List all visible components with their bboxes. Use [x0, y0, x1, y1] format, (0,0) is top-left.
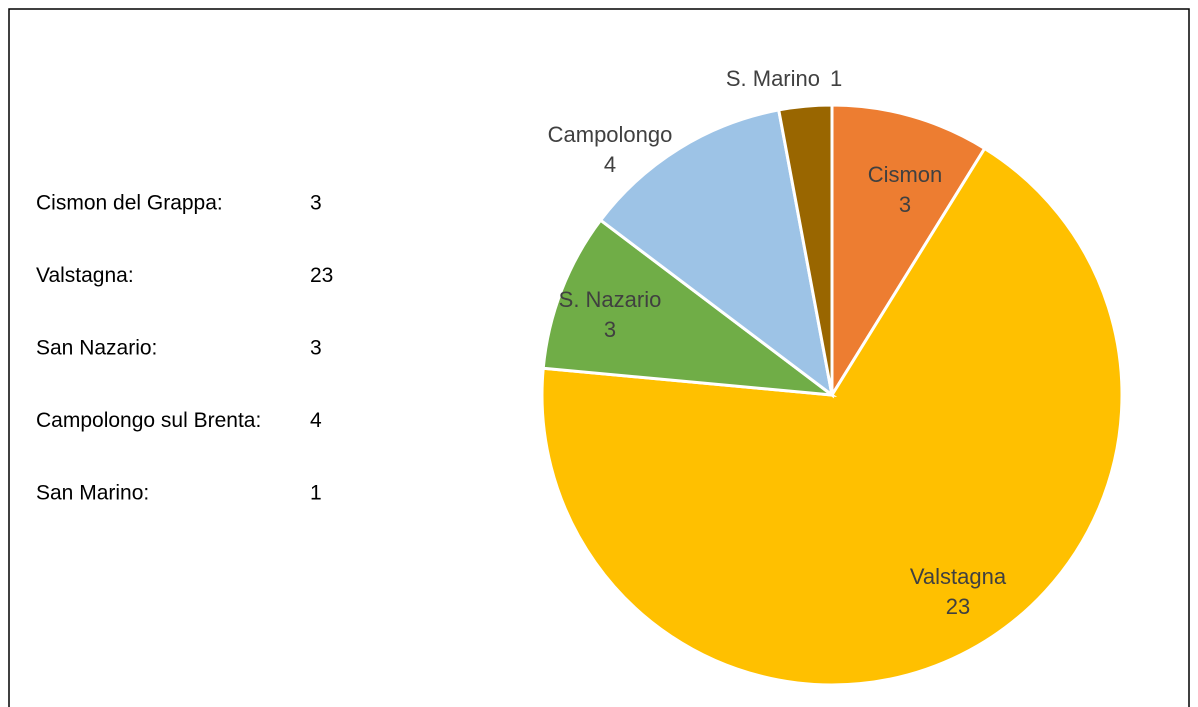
slice-value: 4 [604, 152, 616, 177]
slice-value: 23 [946, 594, 970, 619]
list-value: 3 [310, 337, 322, 360]
slice-label: Valstagna [910, 564, 1007, 589]
pie-slice [541, 218, 838, 397]
slice-label: S. Nazario [559, 287, 662, 312]
list-label: San Marino: [36, 482, 149, 505]
slice-label: Cismon [868, 162, 943, 187]
list-value: 23 [310, 264, 333, 287]
slice-value: 3 [604, 317, 616, 342]
list-value: 4 [310, 409, 322, 432]
slice-value: 1 [830, 66, 842, 91]
list-label: San Nazario: [36, 337, 157, 360]
pie-slice [830, 103, 987, 401]
list-label: Cismon del Grappa: [36, 192, 223, 215]
list-value: 1 [310, 482, 322, 505]
slice-label: S. Marino [726, 66, 820, 91]
pie-slice [540, 146, 1124, 687]
frame [8, 8, 1190, 707]
list-label: Campolongo sul Brenta: [36, 409, 261, 432]
list-label: Valstagna: [36, 264, 134, 287]
pie-slice [776, 103, 834, 396]
list-value: 3 [310, 192, 322, 215]
slice-label: Campolongo [548, 122, 673, 147]
pie-slice [598, 108, 835, 399]
slice-value: 3 [899, 192, 911, 217]
